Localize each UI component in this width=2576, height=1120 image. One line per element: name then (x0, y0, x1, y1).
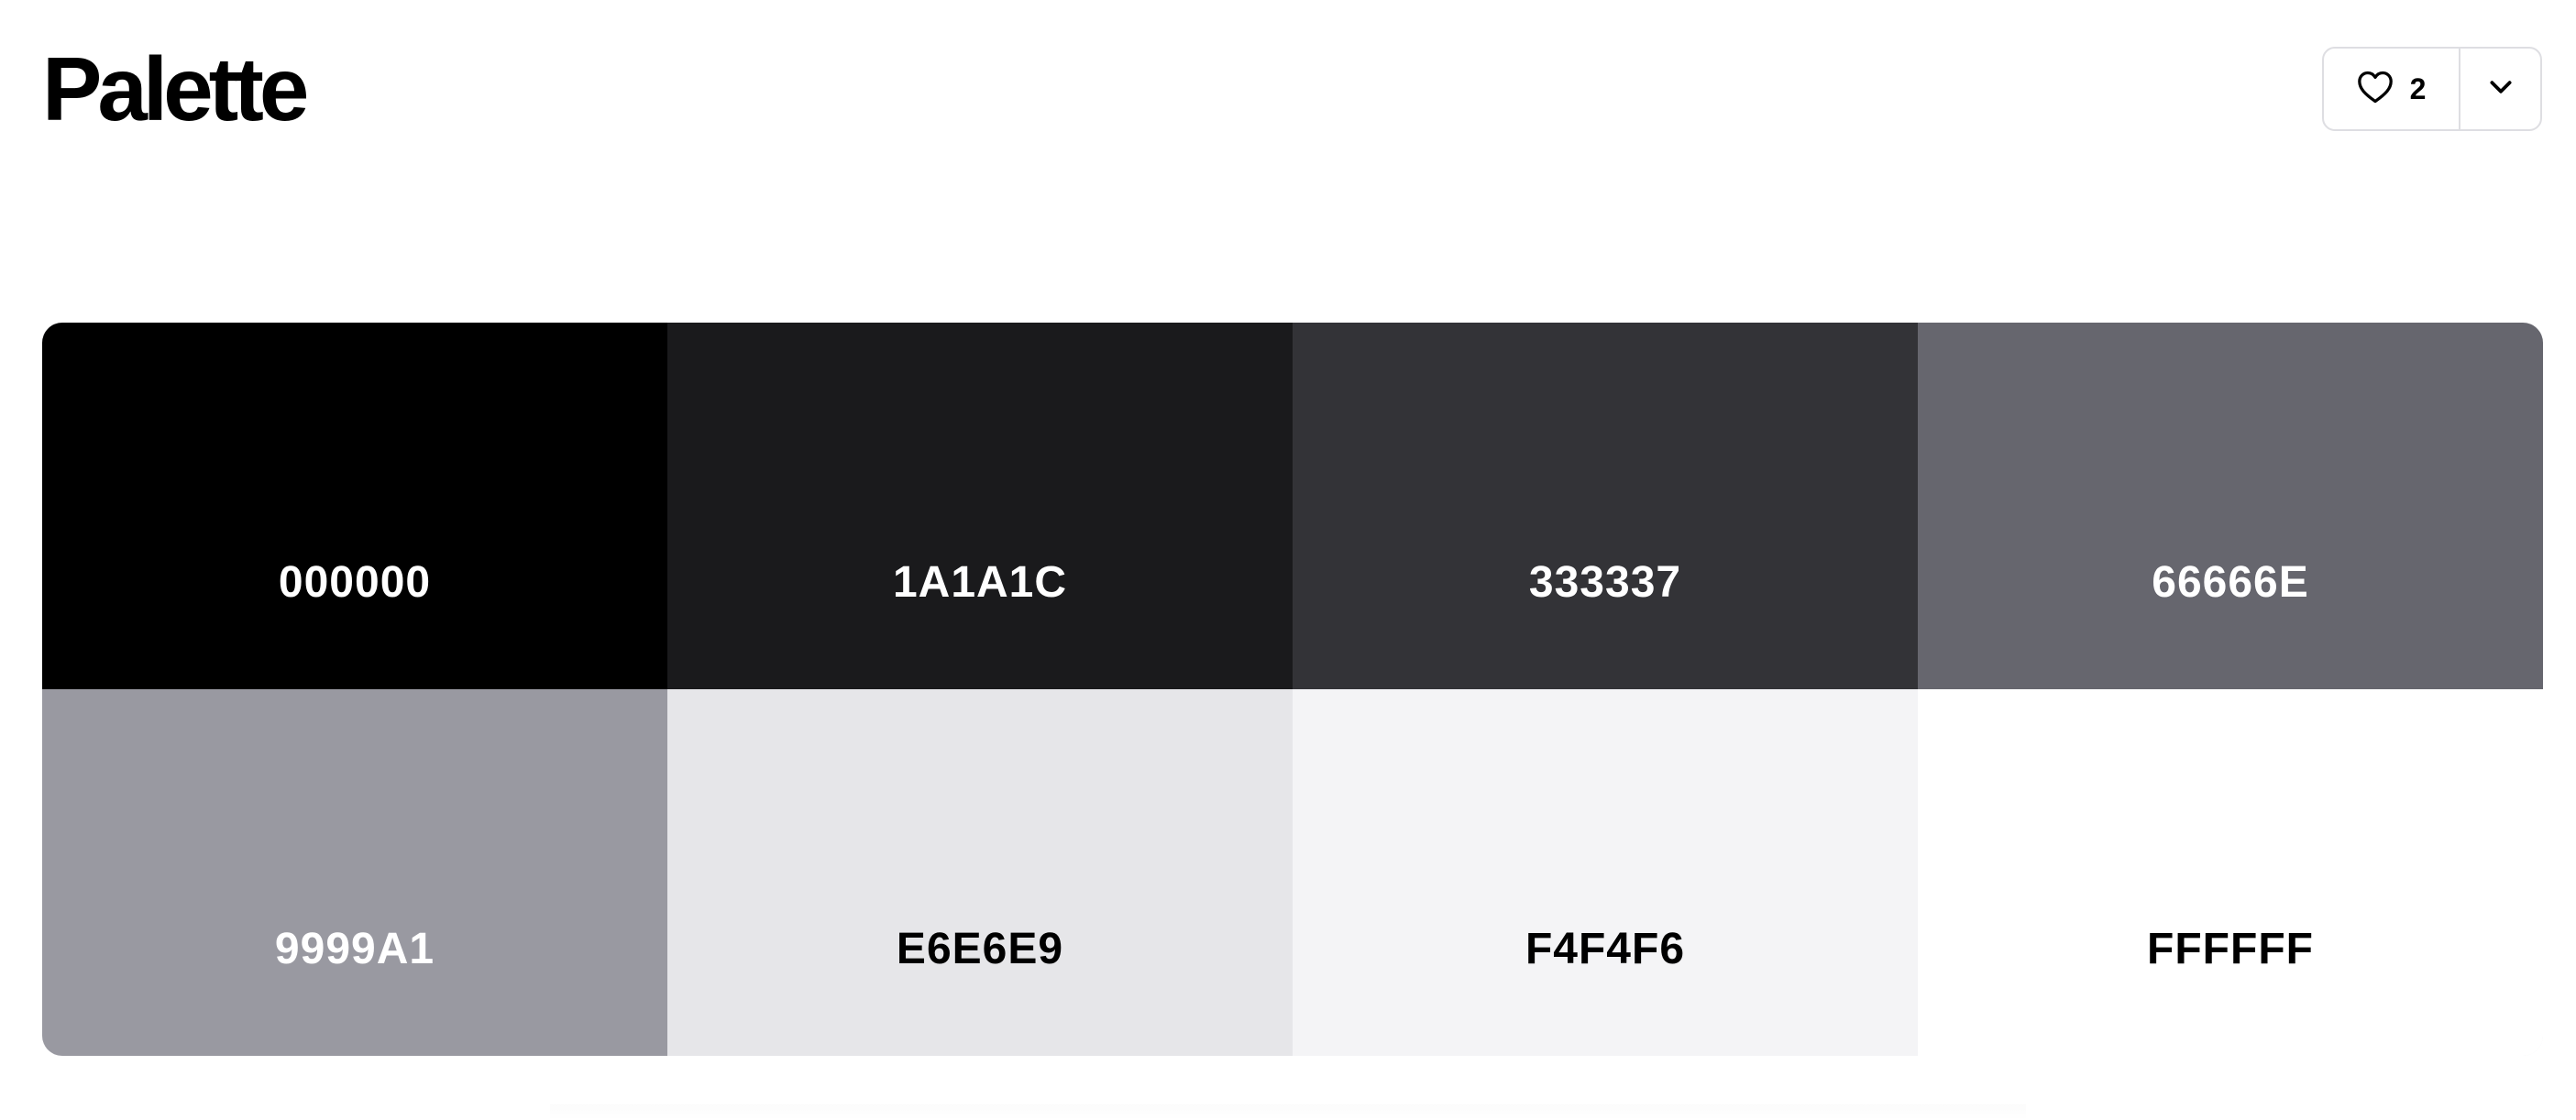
heart-icon (2357, 71, 2394, 108)
swatch-hex-label: E6E6E9 (896, 925, 1064, 973)
page-title: Palette (42, 38, 309, 139)
swatch-hex-label: 000000 (278, 558, 432, 607)
bottom-shadow (550, 1104, 2026, 1120)
swatch-hex-label: 333337 (1528, 558, 1682, 607)
more-options-button[interactable] (2460, 49, 2540, 129)
color-swatch[interactable]: E6E6E9 (667, 689, 1293, 1056)
color-swatch[interactable]: 9999A1 (42, 689, 667, 1056)
swatch-hex-label: 1A1A1C (892, 558, 1068, 607)
palette-grid: 000000 1A1A1C 333337 66666E 9999A1 E6E6E… (42, 323, 2543, 1056)
swatch-hex-label: FFFFFF (2147, 925, 2314, 973)
like-count: 2 (2409, 71, 2427, 105)
color-swatch[interactable]: F4F4F6 (1293, 689, 1918, 1056)
swatch-hex-label: F4F4F6 (1525, 925, 1686, 973)
color-swatch[interactable]: 1A1A1C (667, 323, 1293, 689)
chevron-down-icon (2489, 80, 2513, 99)
swatch-hex-label: 9999A1 (274, 925, 435, 973)
swatch-hex-label: 66666E (2152, 558, 2309, 607)
color-swatch[interactable]: 000000 (42, 323, 667, 689)
palette-actions: 2 (2322, 47, 2542, 131)
color-swatch[interactable]: FFFFFF (1918, 689, 2543, 1056)
like-button[interactable]: 2 (2324, 49, 2460, 129)
color-swatch[interactable]: 66666E (1918, 323, 2543, 689)
color-swatch[interactable]: 333337 (1293, 323, 1918, 689)
